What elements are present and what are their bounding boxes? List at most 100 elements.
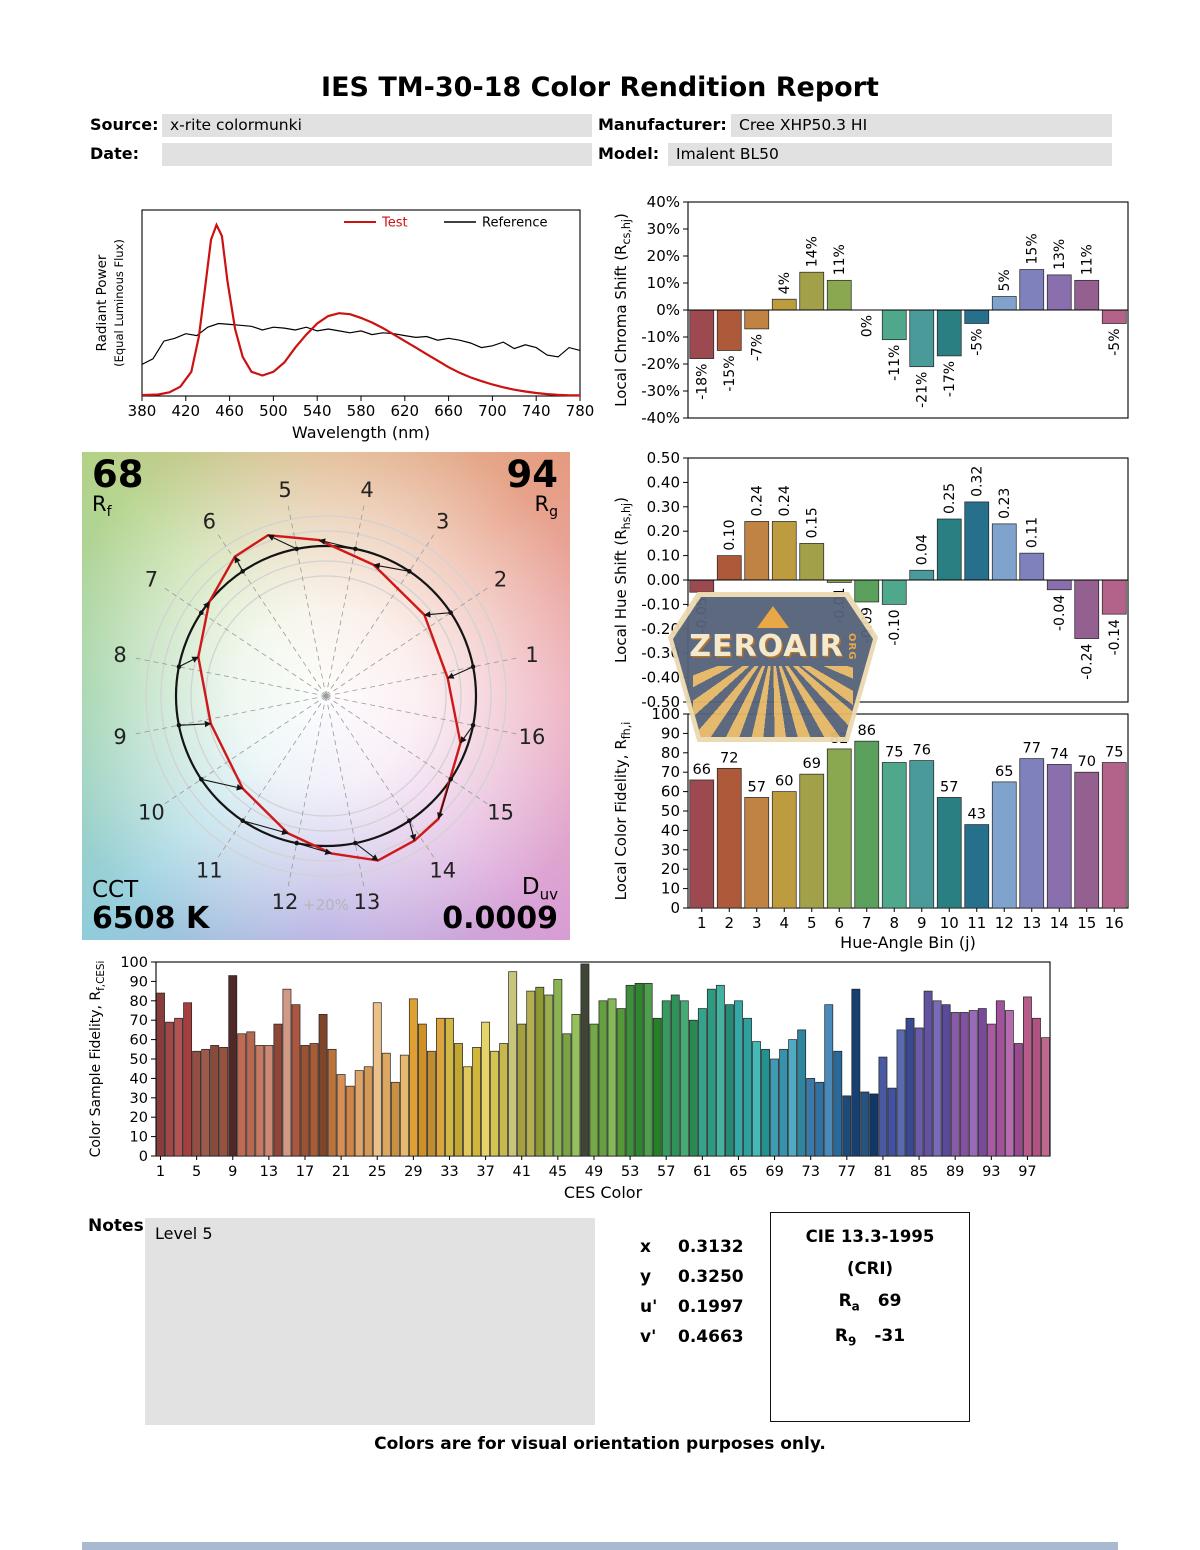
cri-title: CIE 13.3-1995: [805, 1227, 935, 1246]
svg-text:Reference: Reference: [482, 216, 547, 231]
svg-text:660: 660: [434, 402, 463, 420]
cri-ra-row: Ra 69: [771, 1291, 969, 1313]
svg-text:(Equal Luminous Flux): (Equal Luminous Flux): [112, 239, 126, 367]
sunburst-rays: [693, 666, 853, 737]
svg-text:17: 17: [296, 1164, 314, 1180]
svg-text:65: 65: [995, 764, 1013, 780]
svg-text:-0.10: -0.10: [641, 595, 680, 613]
svg-text:100: 100: [651, 705, 680, 723]
svg-text:97: 97: [1018, 1164, 1036, 1180]
svg-text:-7%: -7%: [749, 334, 765, 361]
svg-text:380: 380: [128, 402, 157, 420]
svg-text:Hue-Angle Bin (j): Hue-Angle Bin (j): [840, 933, 976, 952]
svg-text:40: 40: [661, 821, 680, 839]
svg-text:15: 15: [487, 801, 514, 825]
svg-text:-15%: -15%: [722, 356, 738, 392]
svg-text:-11%: -11%: [887, 345, 903, 381]
svg-text:70: 70: [1078, 754, 1096, 770]
source-label: Source:: [90, 115, 159, 134]
svg-text:70: 70: [130, 1013, 148, 1029]
cct-label: CCT: [92, 876, 139, 903]
svg-text:0.24: 0.24: [749, 485, 765, 516]
svg-text:89: 89: [946, 1164, 964, 1180]
svg-text:Test: Test: [381, 216, 408, 231]
svg-text:5: 5: [278, 478, 291, 502]
svg-text:540: 540: [303, 402, 332, 420]
svg-text:0.10: 0.10: [647, 547, 680, 565]
svg-text:0: 0: [139, 1149, 148, 1165]
svg-text:15: 15: [1077, 914, 1096, 932]
svg-text:-5%: -5%: [969, 329, 985, 356]
svg-text:0.40: 0.40: [647, 473, 680, 491]
svg-text:57: 57: [748, 779, 766, 795]
model-label: Model:: [598, 144, 660, 163]
svg-text:13%: 13%: [1052, 239, 1068, 270]
svg-text:49: 49: [585, 1164, 603, 1180]
cct-value: 6508 K: [92, 900, 210, 936]
svg-text:6: 6: [203, 509, 216, 533]
chromaticity-values: x 0.3132 y 0.3250 u' 0.1997 v' 0.4663: [640, 1232, 744, 1352]
svg-text:12: 12: [995, 914, 1014, 932]
svg-text:0%: 0%: [656, 301, 680, 319]
svg-text:5: 5: [807, 914, 817, 932]
svg-text:11%: 11%: [1079, 244, 1095, 275]
watermark-name: ZEROAIR: [689, 629, 844, 664]
zeroair-watermark: ZEROAIR ORG: [668, 592, 878, 742]
svg-text:-10%: -10%: [641, 328, 680, 346]
svg-text:25: 25: [368, 1164, 386, 1180]
svg-text:0.00: 0.00: [647, 571, 680, 589]
svg-text:7: 7: [145, 567, 158, 591]
svg-text:4: 4: [779, 914, 789, 932]
svg-text:33: 33: [440, 1164, 458, 1180]
svg-text:1: 1: [156, 1164, 165, 1180]
svg-text:30%: 30%: [647, 220, 680, 238]
svg-text:4%: 4%: [777, 272, 793, 294]
cropped-bottom-element: [82, 1542, 1118, 1550]
svg-text:13: 13: [1022, 914, 1041, 932]
zeroair-wordmark: ZEROAIR ORG: [689, 629, 857, 664]
svg-text:-0.04: -0.04: [1052, 595, 1068, 631]
svg-text:0.24: 0.24: [777, 485, 793, 516]
svg-text:10: 10: [138, 801, 165, 825]
svg-text:0.30: 0.30: [647, 498, 680, 516]
svg-text:20: 20: [661, 860, 680, 878]
svg-text:-21%: -21%: [914, 372, 930, 408]
svg-text:-0.20: -0.20: [641, 620, 680, 638]
svg-text:11: 11: [196, 859, 223, 883]
rg-block: 94 Rg: [506, 453, 559, 520]
svg-text:80: 80: [130, 994, 148, 1010]
svg-text:620: 620: [390, 402, 419, 420]
svg-text:10: 10: [940, 914, 959, 932]
svg-text:500: 500: [259, 402, 288, 420]
svg-text:9: 9: [228, 1164, 237, 1180]
svg-text:0.11: 0.11: [1024, 517, 1040, 548]
svg-text:0: 0: [670, 899, 680, 917]
chromaticity-row-u: u' 0.1997: [640, 1297, 744, 1317]
svg-text:50: 50: [130, 1052, 148, 1068]
svg-text:72: 72: [720, 750, 738, 766]
r9-value: -31: [874, 1326, 906, 1347]
rg-value: 94: [506, 453, 559, 496]
svg-text:66: 66: [693, 762, 711, 778]
svg-text:1: 1: [525, 643, 538, 667]
svg-text:86: 86: [858, 723, 876, 739]
svg-text:4: 4: [360, 478, 373, 502]
svg-text:460: 460: [215, 402, 244, 420]
svg-text:-5%: -5%: [1107, 329, 1123, 356]
svg-text:5%: 5%: [997, 269, 1013, 291]
svg-text:0.23: 0.23: [997, 488, 1013, 519]
svg-text:-20%: -20%: [641, 355, 680, 373]
svg-text:-0.50: -0.50: [641, 693, 680, 710]
svg-text:20%: 20%: [647, 247, 680, 265]
svg-text:16: 16: [519, 725, 546, 749]
svg-text:+20%: +20%: [303, 896, 349, 914]
spectral-power-distribution-chart: 380 420 460 500 540 580 620 660 700 740 780 Wavelen…: [94, 209, 594, 442]
notes-label: Notes:: [88, 1216, 151, 1236]
ra-value: 69: [877, 1291, 902, 1311]
svg-text:75: 75: [885, 745, 903, 761]
model-value: Imalent BL50: [668, 143, 1112, 166]
svg-text:77: 77: [1023, 741, 1041, 757]
svg-text:90: 90: [130, 974, 148, 990]
